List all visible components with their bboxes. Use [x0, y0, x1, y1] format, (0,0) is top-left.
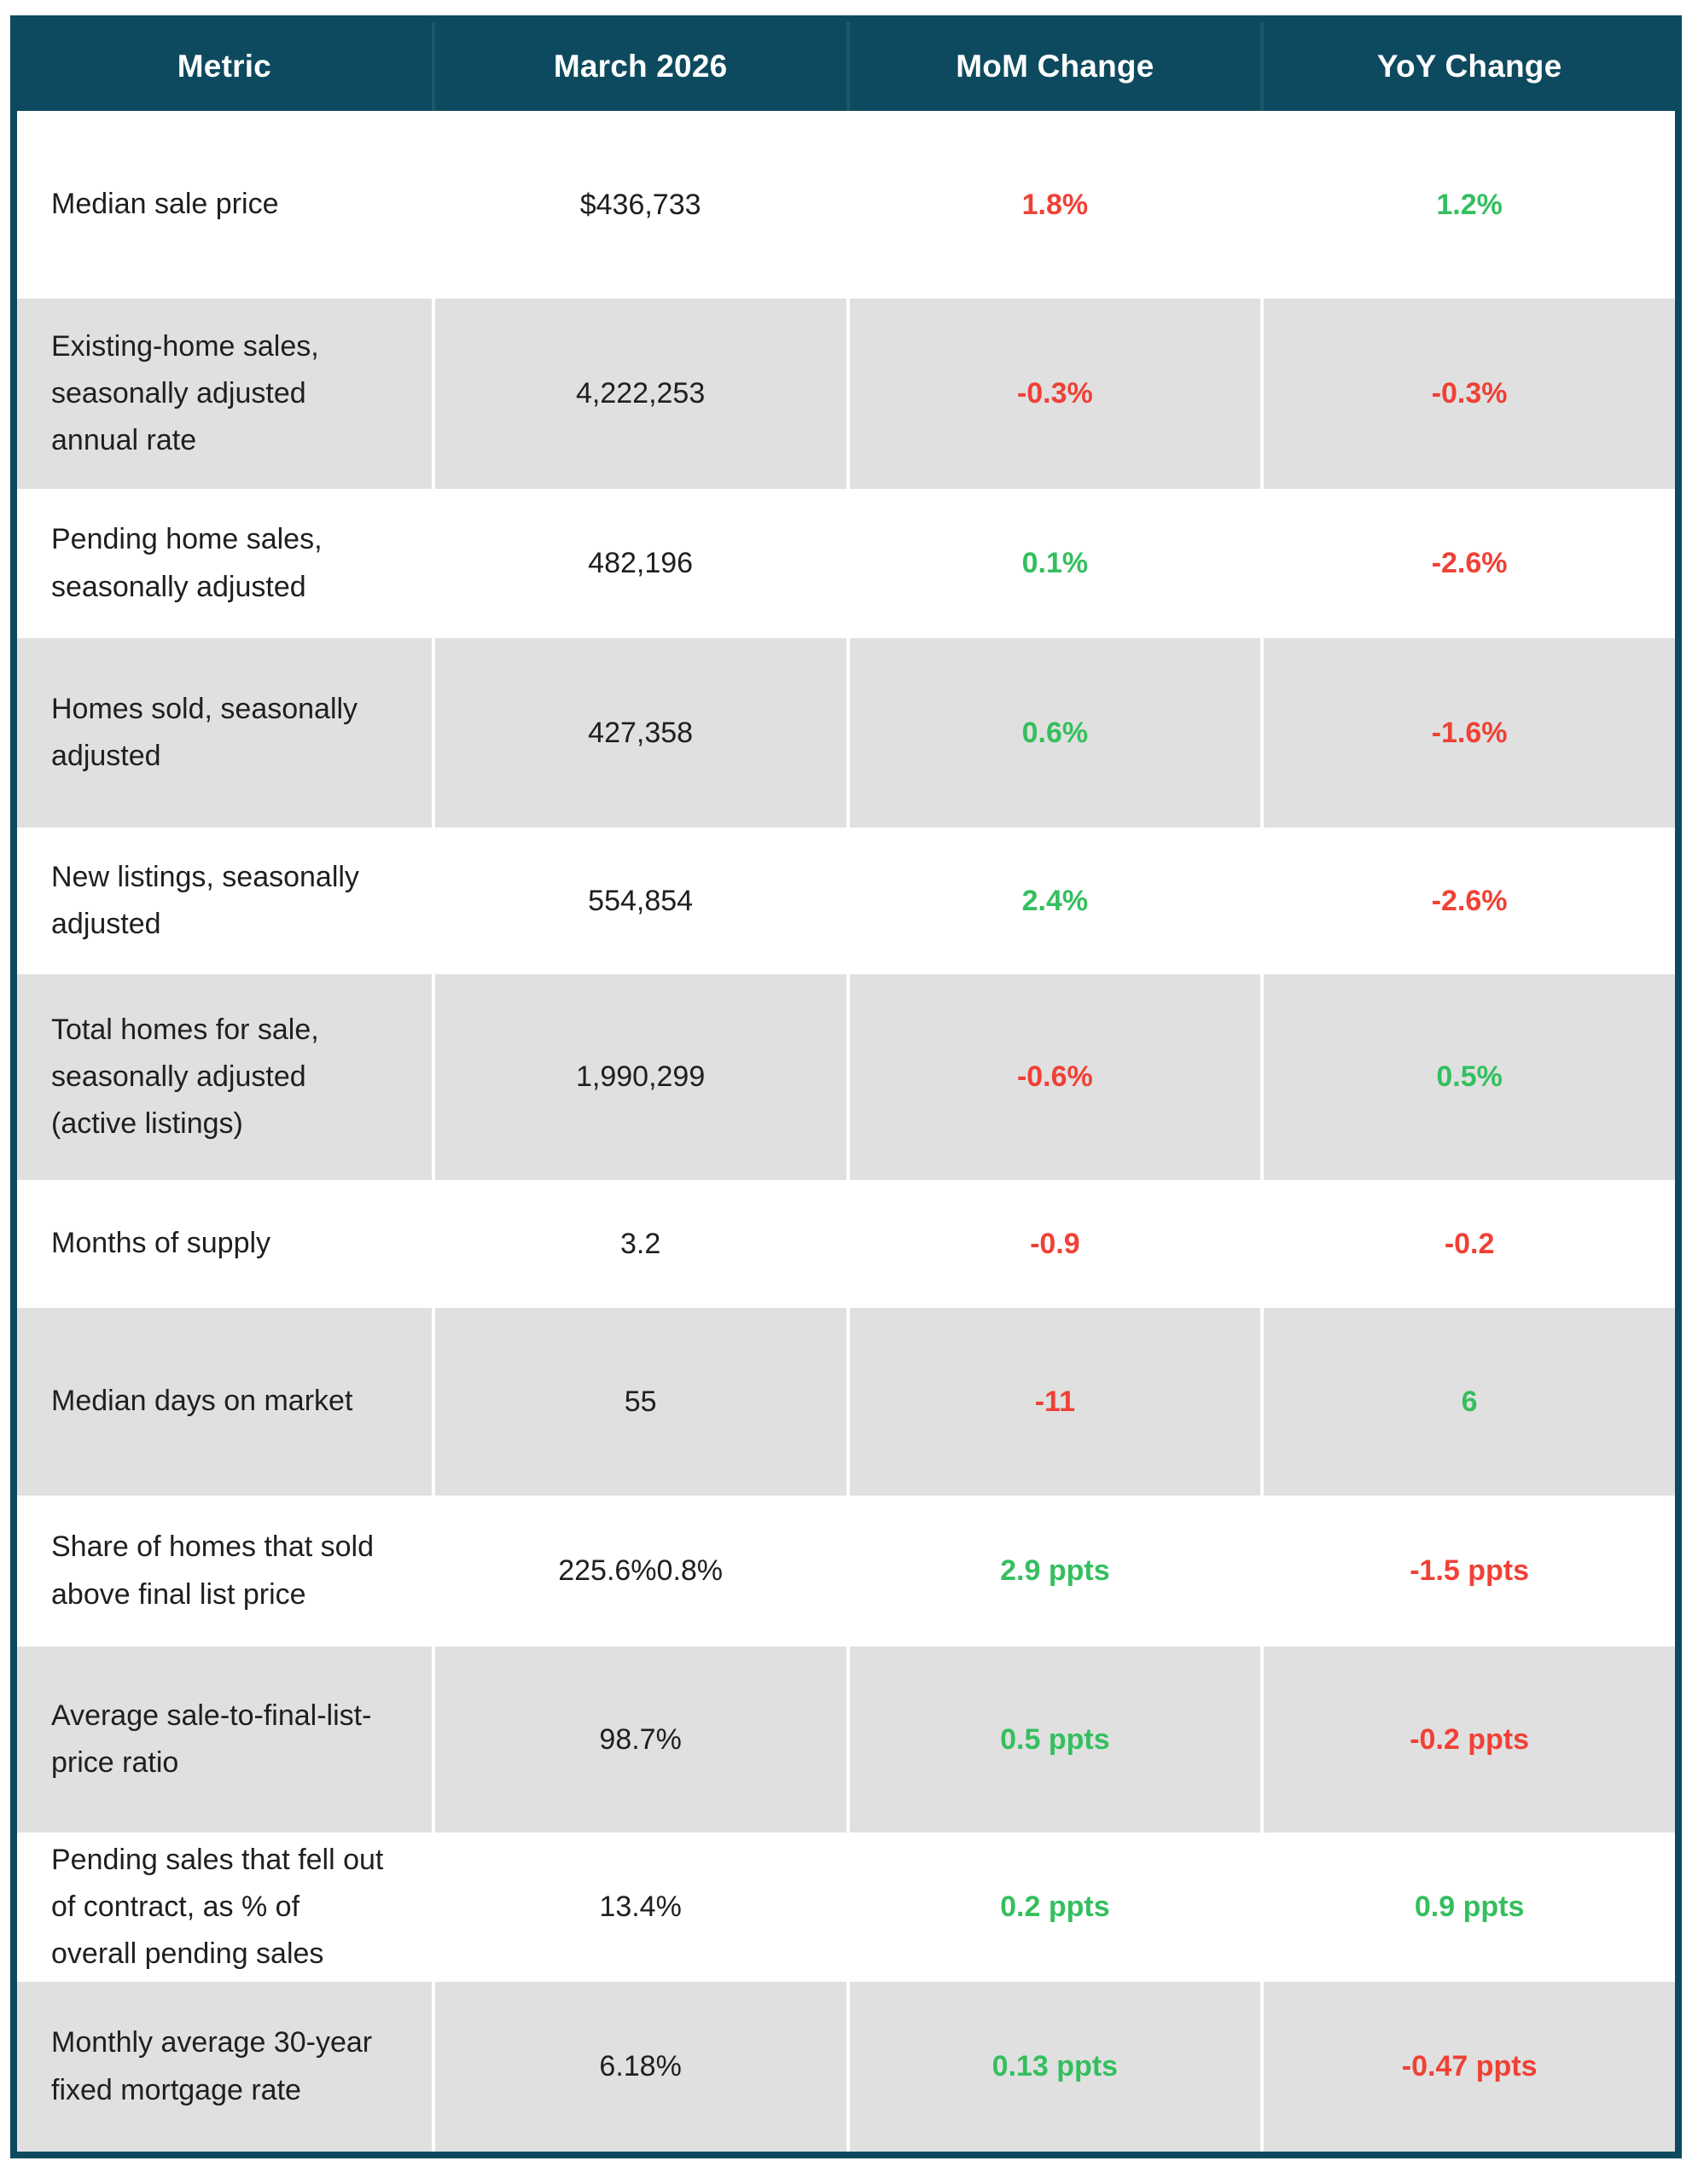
table-row: Months of supply 3.2 -0.9 -0.2 [17, 1180, 1675, 1308]
housing-market-metrics-table: Metric March 2026 MoM Change YoY Change … [10, 15, 1682, 2158]
value-cell: 554,854 [431, 828, 846, 974]
metric-cell: Median days on market [51, 1385, 353, 1418]
yoy-change-cell: 1.2% [1260, 111, 1675, 299]
value-cell: 427,358 [431, 638, 846, 828]
table-row: Share of homes that sold above final lis… [17, 1496, 1675, 1647]
mom-change-cell: 2.4% [846, 828, 1261, 974]
value-cell: 1,990,299 [431, 974, 846, 1180]
column-header-march-2026: March 2026 [431, 22, 846, 111]
yoy-change-cell: -0.3% [1260, 299, 1675, 489]
value-cell: 55 [431, 1308, 846, 1496]
yoy-change-cell: -0.2 [1260, 1180, 1675, 1308]
mom-change-cell: -0.6% [846, 974, 1261, 1180]
table-row: Monthly average 30-year fixed mortgage r… [17, 1982, 1675, 2152]
table-row: Pending sales that fell out of contract,… [17, 1833, 1675, 1982]
metric-cell: Existing-home sales, seasonally adjusted… [51, 329, 319, 457]
value-cell: 13.4% [431, 1833, 846, 1982]
metric-cell: Pending sales that fell out of contract,… [51, 1843, 384, 1971]
mom-change-cell: 0.2 ppts [846, 1833, 1261, 1982]
yoy-change-cell: -2.6% [1260, 489, 1675, 638]
metric-cell: Pending home sales, seasonally adjusted [51, 523, 323, 603]
metric-cell: Total homes for sale, seasonally adjuste… [51, 1013, 319, 1141]
table-row: Total homes for sale, seasonally adjuste… [17, 974, 1675, 1180]
value-cell: 225.6%0.8% [431, 1496, 846, 1647]
mom-change-cell: 0.5 ppts [846, 1647, 1261, 1833]
value-cell: $436,733 [431, 111, 846, 299]
mom-change-cell: 0.6% [846, 638, 1261, 828]
yoy-change-cell: -1.5 ppts [1260, 1496, 1675, 1647]
table-row: Median sale price $436,733 1.8% 1.2% [17, 111, 1675, 299]
yoy-change-cell: -0.47 ppts [1260, 1982, 1675, 2152]
column-header-yoy-change: YoY Change [1260, 22, 1675, 111]
mom-change-cell: 0.13 ppts [846, 1982, 1261, 2152]
value-cell: 482,196 [431, 489, 846, 638]
metric-cell: New listings, seasonally adjusted [51, 860, 359, 940]
table-row: Homes sold, seasonally adjusted 427,358 0.… [17, 638, 1675, 828]
mom-change-cell: 1.8% [846, 111, 1261, 299]
yoy-change-cell: -1.6% [1260, 638, 1675, 828]
mom-change-cell: -0.3% [846, 299, 1261, 489]
value-cell: 3.2 [431, 1180, 846, 1308]
metric-cell: Share of homes that sold above final lis… [51, 1531, 375, 1611]
mom-change-cell: 0.1% [846, 489, 1261, 638]
value-cell: 6.18% [431, 1982, 846, 2152]
metric-cell: Months of supply [51, 1227, 271, 1260]
yoy-change-cell: -0.2 ppts [1260, 1647, 1675, 1833]
metric-cell: Average sale-to-final-list-price ratio [51, 1699, 372, 1779]
yoy-change-cell: 6 [1260, 1308, 1675, 1496]
metric-cell: Monthly average 30-year fixed mortgage r… [51, 2026, 373, 2106]
column-header-mom-change: MoM Change [846, 22, 1261, 111]
table-header-row: Metric March 2026 MoM Change YoY Change [17, 22, 1675, 111]
yoy-change-cell: 0.9 ppts [1260, 1833, 1675, 1982]
mom-change-cell: -11 [846, 1308, 1261, 1496]
metric-cell: Median sale price [51, 188, 279, 221]
mom-change-cell: -0.9 [846, 1180, 1261, 1308]
table-body: Median sale price $436,733 1.8% 1.2% Existin… [17, 111, 1675, 2152]
table-row: New listings, seasonally adjusted 554,854… [17, 828, 1675, 974]
mom-change-cell: 2.9 ppts [846, 1496, 1261, 1647]
value-cell: 98.7% [431, 1647, 846, 1833]
yoy-change-cell: -2.6% [1260, 828, 1675, 974]
table-row: Pending home sales, seasonally adjusted 4… [17, 489, 1675, 638]
column-header-metric: Metric [177, 49, 271, 84]
metric-cell: Homes sold, seasonally adjusted [51, 692, 358, 772]
table-row: Existing-home sales, seasonally adjusted… [17, 299, 1675, 489]
yoy-change-cell: 0.5% [1260, 974, 1675, 1180]
table-row: Average sale-to-final-list-price ratio 98… [17, 1647, 1675, 1833]
table-row: Median days on market 55 -11 6 [17, 1308, 1675, 1496]
value-cell: 4,222,253 [431, 299, 846, 489]
